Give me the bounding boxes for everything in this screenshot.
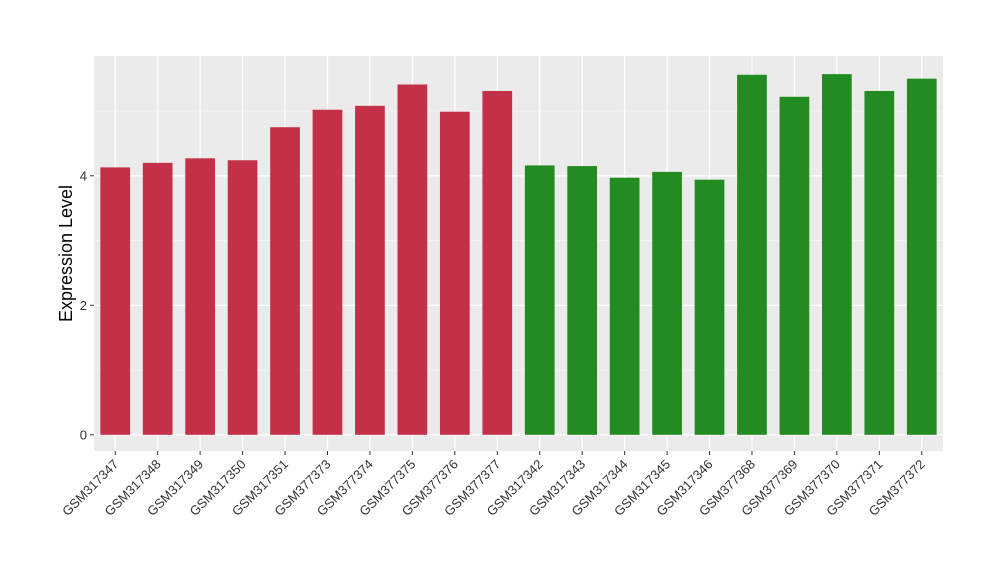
bar-GSM317347 xyxy=(100,167,131,435)
y-axis: 0 2 4 xyxy=(80,168,94,442)
bar-GSM377376 xyxy=(439,111,470,435)
bar-GSM317345 xyxy=(652,171,682,435)
y-tick-label: 4 xyxy=(80,168,87,183)
y-axis-title: Expression Level xyxy=(56,185,76,322)
bar-GSM317350 xyxy=(227,160,258,435)
bar-GSM377371 xyxy=(864,90,895,435)
bar-GSM317343 xyxy=(567,166,598,435)
bar-GSM377368 xyxy=(737,74,767,435)
bar-GSM377377 xyxy=(482,90,513,435)
bar-GSM377375 xyxy=(397,84,428,435)
bar-GSM377374 xyxy=(355,105,385,435)
bar-GSM317349 xyxy=(185,158,215,435)
bars xyxy=(100,74,937,435)
bar-GSM317342 xyxy=(524,165,555,435)
bar-GSM317346 xyxy=(694,179,725,435)
bar-GSM377372 xyxy=(906,78,937,435)
bar-GSM377370 xyxy=(822,74,852,435)
bar-GSM317351 xyxy=(270,127,300,435)
bar-GSM317348 xyxy=(142,162,173,435)
y-tick-label: 2 xyxy=(80,298,87,313)
bar-GSM377369 xyxy=(779,96,810,435)
x-axis: GSM317347GSM317348GSM317349GSM317350GSM3… xyxy=(59,451,928,519)
bar-GSM317344 xyxy=(609,177,640,435)
plot-panel xyxy=(94,56,943,451)
bar-GSM377373 xyxy=(312,109,343,435)
y-tick-label: 0 xyxy=(80,427,87,442)
